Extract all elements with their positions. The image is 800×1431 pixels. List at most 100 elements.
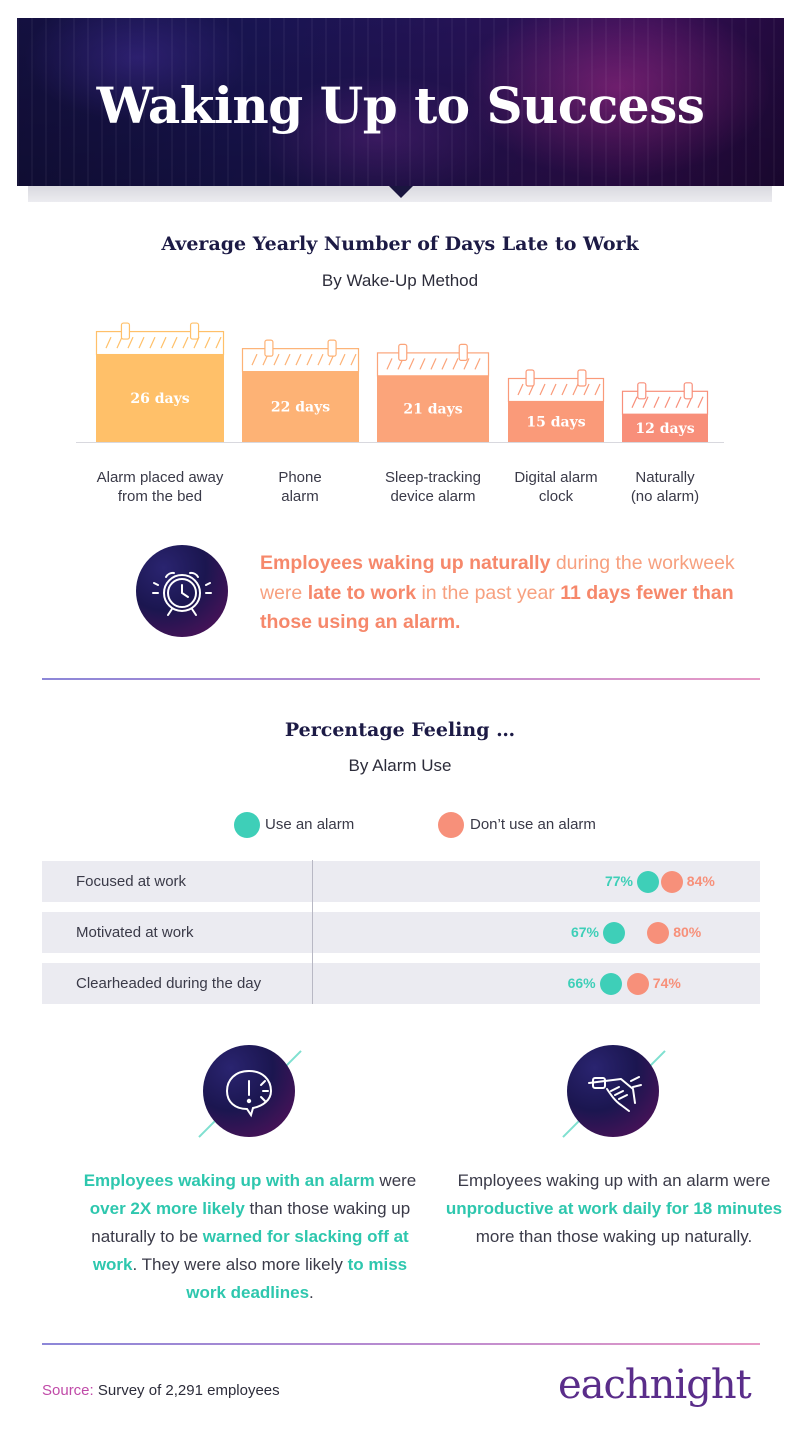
bar-hatch [430,358,437,370]
dot-chart-separator [312,860,313,1004]
callout-highlight-3: late to work [307,581,417,604]
bar-hatch [642,396,649,409]
category-label-line: clock [538,488,574,505]
category-label: Alarm placed away from the bed [80,468,240,506]
bar-ring [525,369,535,387]
source-note: Source: Survey of 2,291 employees [42,1382,280,1399]
bar-hatch [306,353,313,366]
legend-no-alarm-dot [438,812,464,838]
dot-use-alarm [603,921,625,944]
right-text-3: more than those waking up naturally. [475,1227,753,1246]
feeling-chart-title: Percentage Feeling … [284,719,516,741]
eachnight-logo[interactable]: eachnight [558,1362,752,1408]
bar-hatch [386,358,393,370]
bar-hatch [138,336,145,349]
bar-hatch [160,336,167,349]
bar-ring [398,343,408,362]
bar-hatch [317,353,324,366]
warning-speech-icon [225,1069,273,1118]
bar-ring [683,382,693,400]
bar-hatch [474,358,481,370]
unproductive-paragraph: Employees waking up with an alarm were u… [444,1167,784,1251]
bar-hatch [572,383,579,396]
callout-highlight-5: 11 days fewer than those using an alarm. [260,581,734,634]
hero-banner: Waking Up to Success [17,18,784,186]
dot-chart-row: Motivated at work [42,912,760,953]
alarm-clock-badge [136,545,228,637]
bar-hatch [664,396,671,409]
left-text-6: . They were also more likely [132,1255,348,1274]
late-chart-subtitle: By Wake-Up Method [321,271,479,290]
bar-hatch [182,336,189,349]
category-label-line: device alarm [390,488,476,505]
bar-hatch [116,336,123,349]
source-text: Survey of 2,291 employees [93,1382,280,1399]
left-text-4: than those waking up naturally to be [91,1199,411,1246]
bar-hatch [284,353,291,366]
section-divider-top [42,678,760,680]
feeling-chart-subtitle: By Alarm Use [348,756,452,775]
value-label-no-alarm: 74% [652,975,681,991]
value-label-no-alarm: 80% [673,924,702,940]
bar-value-label: 22 days [271,400,330,416]
bar-header [241,348,360,373]
bar-hatch [408,358,415,370]
bar-ring [264,339,274,357]
bar-hatch [273,353,280,366]
bar-ring [327,339,337,357]
bar-ring [458,343,468,362]
callout-text-4: in the past year [416,581,561,604]
legend-alarm-dot [234,812,260,838]
category-label-line: Digital alarm [514,469,598,486]
bar-hatch [350,353,357,366]
smartwatch-badge [567,1045,659,1137]
bar-header [621,390,709,415]
natural-waking-callout: Employees waking up naturally during the… [260,549,740,638]
section-divider-bottom [42,1343,760,1345]
warning-badge [203,1045,295,1137]
legend-alarm-label: Use an alarm [265,816,355,833]
bar-1 [242,371,359,442]
bar-hatch [452,358,459,370]
left-highlight-1: Employees waking up with an alarm [83,1171,375,1190]
hero-notch [389,186,413,198]
bar-2 [377,375,489,442]
late-chart-title: Average Yearly Number of Days Late to Wo… [161,233,639,255]
category-label: Phone alarm [220,468,380,506]
category-label-line: Phone [278,469,322,486]
category-label-line: Sleep-tracking [385,469,481,486]
category-label: Sleep-tracking device alarm [353,468,513,506]
bar-hatch [561,383,568,396]
dot-use-alarm [637,870,659,893]
bar-ring [577,369,587,387]
category-label-line: alarm [281,488,319,505]
bar-4 [622,413,708,442]
bar-ring [637,382,647,400]
bar-hatch [594,383,601,396]
left-highlight-5: warned for slacking off at work [92,1227,409,1274]
bar-hatch [539,383,546,396]
bar-hatch [295,353,302,366]
row-label: Focused at work [76,873,187,890]
bar-header [95,330,225,356]
bar-hatch [441,358,448,370]
bar-ring [189,322,200,340]
dot-no-alarm [660,870,683,893]
value-label-use-alarm: 67% [570,924,599,940]
warned-slacking-paragraph: Employees waking up with an alarm were o… [80,1167,420,1307]
bar-hatch [215,336,222,349]
category-label-line: Alarm placed away [96,469,224,486]
days-late-bar-chart: 26 days 22 days 21 days 15 days 12 days Alar… [0,300,800,510]
page-title: Waking Up to Success [96,76,705,135]
callout-highlight-1: Employees waking up naturally [260,552,551,574]
chart-baseline [76,442,724,443]
bar-chart-svg: 26 days 22 days 21 days 15 days 12 days [95,322,709,442]
left-text-2: were [374,1171,417,1190]
row-label: Clearheaded during the day [76,975,262,992]
smartwatch-icon [588,1076,642,1112]
value-label-no-alarm: 84% [686,873,715,889]
bar-hatch [653,396,660,409]
source-label: Source: [42,1382,94,1399]
category-label-line: Naturally [635,469,695,486]
bar-hatch [149,336,156,349]
